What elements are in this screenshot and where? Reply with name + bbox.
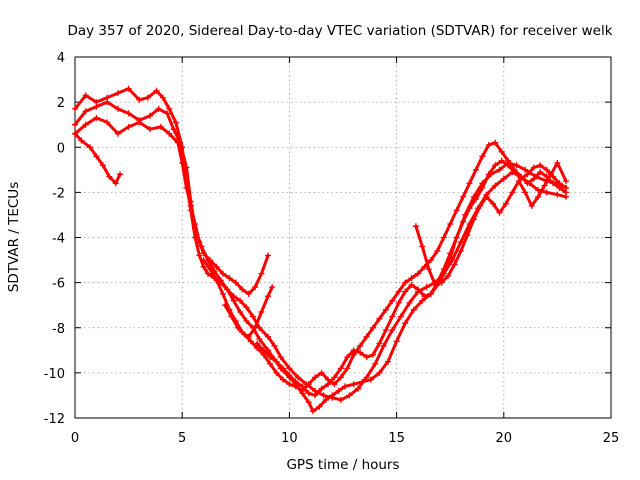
x-tick-label: 0 [71, 431, 79, 446]
series-track-6 [254, 157, 569, 399]
series-track-1 [72, 130, 123, 187]
series-markers [222, 139, 569, 394]
y-tick-label: -6 [52, 277, 65, 292]
chart-title: Day 357 of 2020, Sidereal Day-to-day VTE… [67, 23, 612, 39]
x-tick-label: 15 [388, 431, 405, 446]
axis-ticks: 0 5 10 15 20 25 -12 -10 -8 -6 -4 -2 0 2 4 [44, 51, 620, 446]
y-tick-label: -4 [52, 232, 65, 247]
series-track-7 [412, 160, 569, 288]
series-track-8 [200, 257, 276, 340]
series-track-5 [222, 139, 569, 394]
series-track-2 [72, 85, 569, 415]
series-markers [72, 114, 271, 297]
series-track-4 [72, 114, 271, 297]
y-tick-label: -12 [44, 412, 65, 427]
y-tick-label: -2 [52, 186, 65, 201]
series-markers [72, 99, 569, 403]
y-axis-label: SDTVAR / TECUs [6, 182, 22, 292]
series-line [73, 87, 568, 413]
series-layer [72, 85, 569, 415]
series-markers [72, 85, 569, 415]
y-tick-label: 0 [57, 141, 65, 156]
series-line [73, 100, 568, 402]
series-track-3 [72, 99, 569, 403]
y-tick-label: 4 [57, 51, 65, 66]
series-line [73, 132, 122, 185]
x-axis-label: GPS time / hours [286, 457, 399, 473]
grid [75, 57, 611, 418]
x-tick-label: 20 [496, 431, 513, 446]
series-line [223, 141, 568, 393]
x-tick-label: 25 [603, 431, 620, 446]
y-tick-label: -8 [52, 322, 65, 337]
series-line [202, 258, 274, 339]
y-tick-label: -10 [44, 367, 65, 382]
series-line [73, 116, 270, 296]
x-tick-label: 5 [178, 431, 186, 446]
x-tick-label: 10 [281, 431, 298, 446]
y-tick-label: 2 [57, 96, 65, 111]
